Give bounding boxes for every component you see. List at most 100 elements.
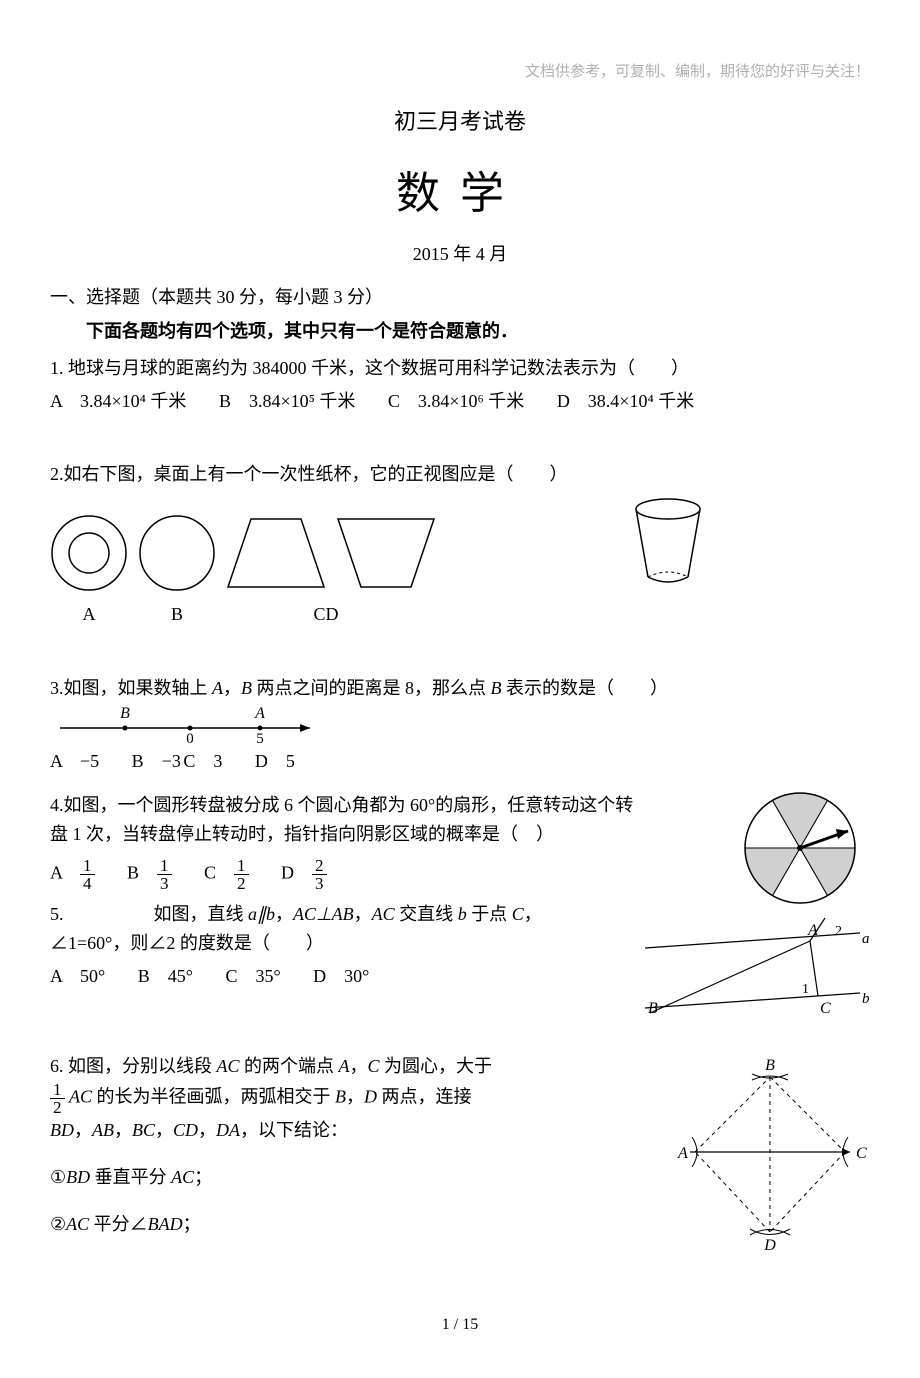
svg-text:2: 2 xyxy=(835,924,842,939)
q6-line3: BD，AB，BC，CD，DA，以下结论： xyxy=(50,1116,610,1145)
q2-text: 2.如右下图，桌面上有一个一次性纸杯，它的正视图应是（ ） xyxy=(50,460,870,489)
q6s1a: ① xyxy=(50,1167,66,1187)
q4-la: A xyxy=(50,863,62,883)
q4-fd0: 4 xyxy=(80,875,95,892)
q6l1c: 的两个端点 xyxy=(240,1056,339,1076)
question-2: 2.如右下图，桌面上有一个一次性纸杯，它的正视图应是（ ） xyxy=(50,460,870,629)
q6l1f: C xyxy=(368,1056,380,1076)
q3-opt-d: D 5 xyxy=(255,747,295,776)
question-1: 1. 地球与月球的距离约为 384000 千米，这个数据可用科学记数法表示为（ … xyxy=(50,354,870,416)
q6fd: 2 xyxy=(50,1099,65,1116)
q5-t2: ， xyxy=(275,904,293,924)
q1-opt-c: C 3.84×10⁶ 千米 xyxy=(388,387,524,416)
q2-fig-d xyxy=(336,514,436,592)
question-4: 4.如图，一个圆形转盘被分成 6 个圆心角都为 60°的扇形，任意转动这个转盘 … xyxy=(50,791,650,892)
q4-opt-d: D 23 xyxy=(281,857,327,892)
svg-text:B: B xyxy=(120,705,130,722)
q6l3f: ， xyxy=(155,1120,173,1140)
number-line-icon: B A 0 5 xyxy=(50,703,330,743)
svg-text:C: C xyxy=(856,1145,867,1162)
q6l3a: BD xyxy=(50,1120,74,1140)
q4-figure xyxy=(730,783,870,913)
q5-t1: a∥b xyxy=(248,904,275,924)
q4-opt-a: A 14 xyxy=(50,857,95,892)
q4-fn1: 1 xyxy=(157,857,172,875)
q6-body: 6. 如图，分别以线段 AC 的两个端点 A，C 为圆心，大于 12 AC 的长… xyxy=(50,1052,610,1238)
q6l3e: BC xyxy=(132,1120,155,1140)
q4-options: A 14 B 13 C 12 D 23 xyxy=(50,857,650,892)
q2-fig-a xyxy=(50,514,128,592)
date: 2015 年 4 月 xyxy=(50,240,870,269)
svg-text:5: 5 xyxy=(256,731,264,743)
q6l3j: ，以下结论： xyxy=(240,1120,348,1140)
q6l2c: B xyxy=(335,1087,346,1107)
svg-text:a: a xyxy=(862,931,870,947)
q6l3g: CD xyxy=(173,1120,198,1140)
q1-opt-b: B 3.84×10⁵ 千米 xyxy=(219,387,355,416)
q5-opt-c: C 35° xyxy=(225,962,280,991)
q6l1a: 6. 如图，分别以线段 xyxy=(50,1056,217,1076)
q2-labels: A B CD xyxy=(50,600,870,629)
q4-fd1: 3 xyxy=(157,875,172,892)
title-small: 初三月考试卷 xyxy=(50,104,870,139)
svg-text:A: A xyxy=(807,922,818,939)
q6l3d: ， xyxy=(114,1120,132,1140)
annulus-icon xyxy=(50,514,128,592)
q6-stmt2: ②AC 平分∠BAD； xyxy=(50,1210,610,1239)
q6s2b: AC xyxy=(66,1214,89,1234)
q5-figure: A B C a b 2 1 xyxy=(640,913,870,1023)
q2-label-cd: CD xyxy=(226,600,426,629)
svg-text:B: B xyxy=(765,1057,775,1074)
section-header: 一、选择题（本题共 30 分，每小题 3 分） xyxy=(50,283,870,312)
q6s2a: ② xyxy=(50,1214,66,1234)
q3-options: A −5 B −3 C 3 D 5 xyxy=(50,747,870,776)
q6s2e: ； xyxy=(183,1214,201,1234)
q4-fd3: 3 xyxy=(312,875,327,892)
q3-t3: ， xyxy=(223,678,241,698)
q6l2b: 的长为半径画弧，两弧相交于 xyxy=(92,1087,335,1107)
q5-t8: 于点 xyxy=(467,904,512,924)
q6-figure: A B C D xyxy=(670,1052,870,1252)
q5-opt-d: D 30° xyxy=(313,962,369,991)
svg-text:C: C xyxy=(820,1000,831,1017)
q5-t6: 交直线 xyxy=(395,904,458,924)
q3-t6: B xyxy=(491,678,502,698)
q6l2f: 两点，连接 xyxy=(377,1087,472,1107)
q5-opt-a: A 50° xyxy=(50,962,105,991)
trapezoid-down-icon xyxy=(336,514,436,592)
q5-t9: C xyxy=(512,904,524,924)
section-note: 下面各题均有四个选项，其中只有一个是符合题意的． xyxy=(50,317,870,346)
parallel-lines-icon: A B C a b 2 1 xyxy=(640,913,870,1023)
question-6: A B C D 6. 如图，分别以线段 AC 的两个端点 A，C 为圆心，大于 … xyxy=(50,1052,870,1252)
svg-text:A: A xyxy=(254,705,265,722)
q3-text: 3.如图，如果数轴上 A，B 两点之间的距离是 8，那么点 B 表示的数是（ ） xyxy=(50,674,870,703)
q6s2c: 平分∠ xyxy=(89,1214,148,1234)
svg-text:0: 0 xyxy=(186,731,194,743)
cup-icon xyxy=(626,497,711,592)
q3-t4: B xyxy=(241,678,252,698)
question-4-5-block: 4.如图，一个圆形转盘被分成 6 个圆心角都为 60°的扇形，任意转动这个转盘 … xyxy=(50,783,870,1023)
q6fn: 1 xyxy=(50,1081,65,1099)
svg-text:B: B xyxy=(648,1000,658,1017)
q6l3h: ， xyxy=(198,1120,216,1140)
q6l1g: 为圆心，大于 xyxy=(380,1056,493,1076)
q6-line1: 6. 如图，分别以线段 AC 的两个端点 A，C 为圆心，大于 xyxy=(50,1052,610,1081)
q5-t5: AC xyxy=(372,904,395,924)
q5-t4: ， xyxy=(354,904,372,924)
q5-t3: AC⊥AB xyxy=(293,904,354,924)
q6l3i: DA xyxy=(216,1120,240,1140)
q2-figures xyxy=(50,497,870,592)
circle-icon xyxy=(138,514,216,592)
q4-lc: C xyxy=(204,863,216,883)
q5-text: 5. 如图，直线 a∥b，AC⊥AB，AC 交直线 b 于点 C，∠1=60°，… xyxy=(50,900,610,958)
q6l2e: D xyxy=(364,1087,377,1107)
q4-opt-c: C 12 xyxy=(204,857,249,892)
q3-t5: 两点之间的距离是 8，那么点 xyxy=(252,678,491,698)
question-3: 3.如图，如果数轴上 A，B 两点之间的距离是 8，那么点 B 表示的数是（ ）… xyxy=(50,674,870,776)
q3-opt-a: A −5 xyxy=(50,747,99,776)
question-5: 5. 如图，直线 a∥b，AC⊥AB，AC 交直线 b 于点 C，∠1=60°，… xyxy=(50,900,610,990)
q3-t1: 3.如图，如果数轴上 xyxy=(50,678,212,698)
title-big: 数学 xyxy=(50,159,870,229)
q6s1b: BD xyxy=(66,1167,90,1187)
svg-text:D: D xyxy=(763,1237,776,1252)
